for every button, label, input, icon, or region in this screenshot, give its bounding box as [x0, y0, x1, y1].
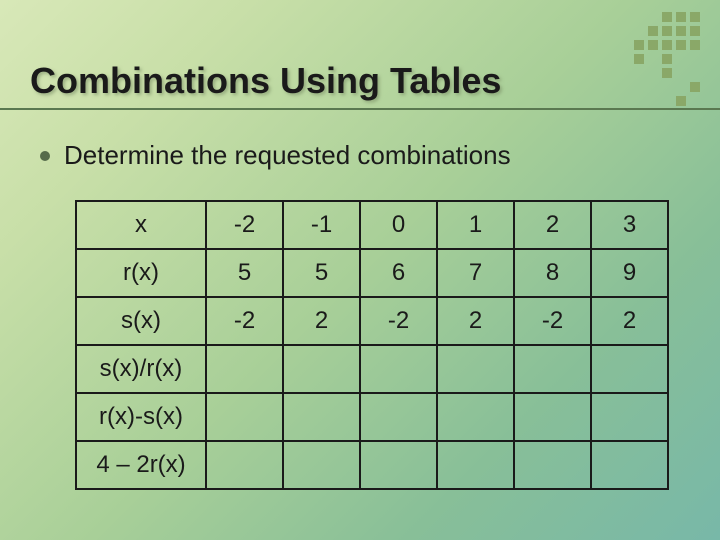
cell: -2 [360, 297, 437, 345]
cell: 1 [437, 201, 514, 249]
cell [283, 441, 360, 489]
cell [514, 393, 591, 441]
row-header: s(x)/r(x) [76, 345, 206, 393]
cell [206, 393, 283, 441]
cell [360, 393, 437, 441]
cell [437, 393, 514, 441]
bullet-text: Determine the requested combinations [64, 140, 511, 171]
cell: -2 [514, 297, 591, 345]
corner-decoration [634, 12, 700, 78]
title-underline [0, 108, 720, 110]
cell: 0 [360, 201, 437, 249]
cell: -2 [206, 201, 283, 249]
cell [437, 441, 514, 489]
cell [591, 441, 668, 489]
row-header: r(x)-s(x) [76, 393, 206, 441]
cell [591, 393, 668, 441]
cell [206, 441, 283, 489]
cell: 6 [360, 249, 437, 297]
cell: -2 [206, 297, 283, 345]
cell [437, 345, 514, 393]
bullet-item: Determine the requested combinations [40, 140, 511, 171]
cell: 2 [514, 201, 591, 249]
cell: -1 [283, 201, 360, 249]
cell: 8 [514, 249, 591, 297]
cell: 9 [591, 249, 668, 297]
cell [360, 345, 437, 393]
cell: 7 [437, 249, 514, 297]
combinations-table: x -2 -1 0 1 2 3 r(x) 5 5 6 7 8 9 s(x) -2… [75, 200, 669, 490]
cell: 3 [591, 201, 668, 249]
table-row: 4 – 2r(x) [76, 441, 668, 489]
table-row: s(x) -2 2 -2 2 -2 2 [76, 297, 668, 345]
row-header: x [76, 201, 206, 249]
row-header: r(x) [76, 249, 206, 297]
cell: 2 [591, 297, 668, 345]
table-row: x -2 -1 0 1 2 3 [76, 201, 668, 249]
bullet-dot-icon [40, 151, 50, 161]
cell [514, 441, 591, 489]
cell: 2 [437, 297, 514, 345]
cell: 5 [206, 249, 283, 297]
table-row: s(x)/r(x) [76, 345, 668, 393]
cell: 2 [283, 297, 360, 345]
cell [360, 441, 437, 489]
slide-title: Combinations Using Tables [30, 60, 501, 102]
row-header: s(x) [76, 297, 206, 345]
table-row: r(x)-s(x) [76, 393, 668, 441]
cell [514, 345, 591, 393]
corner-decoration-2 [676, 82, 700, 106]
table-row: r(x) 5 5 6 7 8 9 [76, 249, 668, 297]
cell [283, 345, 360, 393]
cell [283, 393, 360, 441]
cell: 5 [283, 249, 360, 297]
cell [591, 345, 668, 393]
cell [206, 345, 283, 393]
row-header: 4 – 2r(x) [76, 441, 206, 489]
